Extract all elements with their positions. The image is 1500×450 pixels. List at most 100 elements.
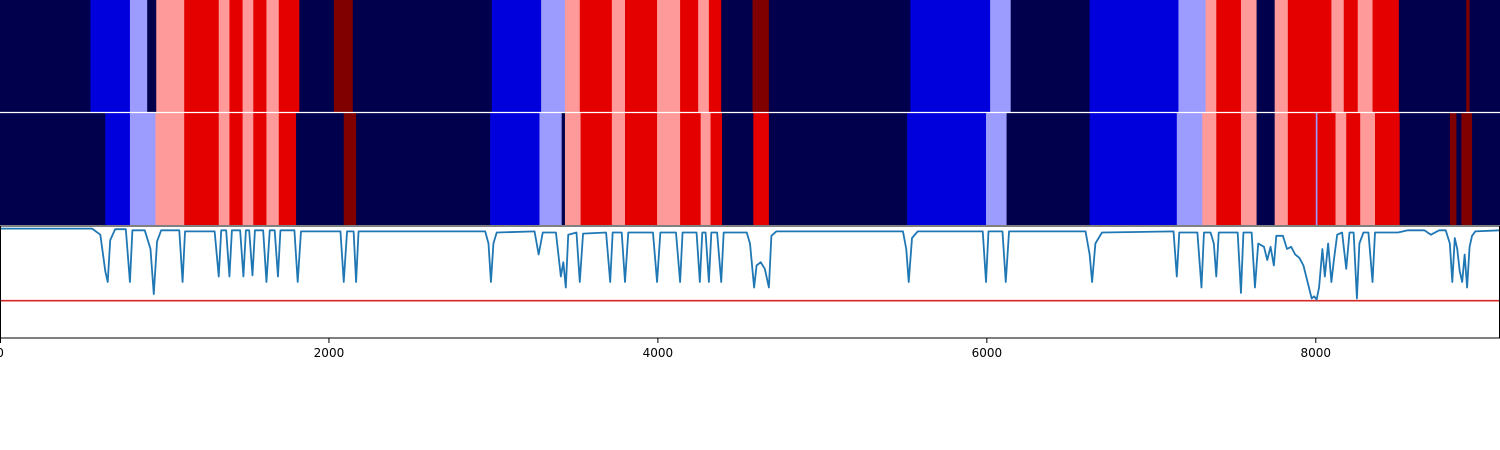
heatmap-segment — [1466, 0, 1470, 112]
heatmap-segment — [218, 0, 230, 112]
x-tick-label: 6000 — [972, 346, 1003, 360]
heatmap-segment — [611, 0, 626, 112]
heatmap-segment — [1287, 113, 1317, 225]
heatmap-segment — [1256, 113, 1276, 225]
heatmap-segment — [752, 0, 770, 112]
heatmap-segment — [680, 113, 702, 225]
heatmap-segment — [1287, 0, 1332, 112]
heatmap-segment — [564, 0, 581, 112]
heatmap-segment — [1006, 113, 1091, 225]
line-panel — [0, 225, 1500, 339]
heatmap-segment — [579, 0, 613, 112]
heatmap-segment — [242, 0, 254, 112]
heatmap-segment — [1202, 113, 1217, 225]
heatmap-segment — [296, 113, 345, 225]
heatmap-track-middle — [0, 113, 1500, 225]
heatmap-segment — [278, 113, 297, 225]
heatmap-segment — [1274, 113, 1289, 225]
heatmap-segment — [155, 113, 185, 225]
heatmap-segment — [1178, 0, 1206, 112]
heatmap-segment — [0, 113, 106, 225]
heatmap-segment — [625, 0, 658, 112]
heatmap-segment — [1216, 0, 1242, 112]
heatmap-segment — [721, 0, 753, 112]
heatmap-segment — [722, 113, 754, 225]
heatmap-segment — [1317, 113, 1336, 225]
heatmap-segment — [229, 113, 243, 225]
heatmap-segment — [768, 0, 911, 112]
x-tick-label: 0 — [0, 346, 4, 360]
x-tick-label: 4000 — [643, 346, 674, 360]
heatmap-segment — [611, 113, 626, 225]
heatmap-segment — [680, 0, 699, 112]
heatmap-segment — [910, 0, 991, 112]
heatmap-segment — [708, 0, 722, 112]
heatmap-segment — [1315, 113, 1318, 225]
heatmap-segment — [1010, 0, 1091, 112]
heatmap-segment — [129, 113, 156, 225]
heatmap-segment — [564, 113, 581, 225]
heatmap-segment — [1274, 0, 1289, 112]
heatmap-segment — [184, 0, 220, 112]
heatmap-segment — [1449, 113, 1457, 225]
heatmap-segment — [156, 0, 185, 112]
heatmap-segment — [580, 113, 613, 225]
heatmap-segment — [541, 0, 566, 112]
heatmap-segment — [1089, 113, 1178, 225]
heatmap-segment — [1472, 113, 1500, 225]
heatmap-segment — [768, 113, 908, 225]
heatmap-segment — [990, 0, 1012, 112]
heatmap-segment — [218, 113, 230, 225]
heatmap-segment — [657, 0, 681, 112]
heatmap-segment — [90, 0, 131, 112]
x-tick-label: 8000 — [1301, 346, 1332, 360]
heatmap-segment — [1346, 113, 1361, 225]
heatmap-segment — [129, 0, 148, 112]
x-tick-label: 2000 — [314, 346, 345, 360]
x-axis: 0 2000 4000 6000 8000 — [0, 338, 1331, 360]
heatmap-segment — [229, 0, 243, 112]
heatmap-segment — [1360, 113, 1376, 225]
heatmap-segment — [253, 0, 267, 112]
heatmap-segment — [352, 0, 493, 112]
heatmap-segment — [753, 113, 770, 225]
heatmap-segment — [253, 113, 267, 225]
heatmap-segment — [1205, 0, 1217, 112]
heatmap-segment — [1375, 113, 1401, 225]
heatmap-segment — [625, 113, 658, 225]
heatmap-segment — [1240, 0, 1257, 112]
heatmap-segment — [1240, 113, 1257, 225]
heatmap-segment — [1343, 0, 1359, 112]
heatmap-segment — [1461, 113, 1473, 225]
heatmap-segment — [1372, 0, 1400, 112]
heatmap-segment — [278, 0, 300, 112]
heatmap-segment — [539, 113, 563, 225]
heatmap-segment — [1399, 113, 1451, 225]
heatmap-segment — [1398, 0, 1467, 112]
heatmap-segment — [986, 113, 1007, 225]
heatmap-segment — [1216, 113, 1242, 225]
heatmap-segment — [1331, 0, 1345, 112]
heatmap-segment — [710, 113, 723, 225]
heatmap-segment — [266, 113, 280, 225]
heatmap-segment — [1357, 0, 1373, 112]
heatmap-segment — [1456, 113, 1462, 225]
heatmap-segment — [698, 0, 710, 112]
heatmap-segment — [490, 113, 540, 225]
heatmap-segment — [491, 0, 542, 112]
heatmap-segment — [700, 113, 711, 225]
heatmap-segment — [266, 0, 280, 112]
series-line — [0, 227, 1500, 301]
heatmap-segment — [147, 0, 157, 112]
heatmap-segment — [242, 113, 254, 225]
heatmap-track-top — [0, 0, 1500, 112]
heatmap-segment — [657, 113, 681, 225]
heatmap-segment — [1469, 0, 1500, 112]
heatmap-segment — [184, 113, 220, 225]
heatmap-segment — [333, 0, 354, 112]
heatmap-segment — [105, 113, 131, 225]
heatmap-segment — [1089, 0, 1179, 112]
heatmap-segment — [343, 113, 357, 225]
heatmap-segment — [561, 113, 566, 225]
